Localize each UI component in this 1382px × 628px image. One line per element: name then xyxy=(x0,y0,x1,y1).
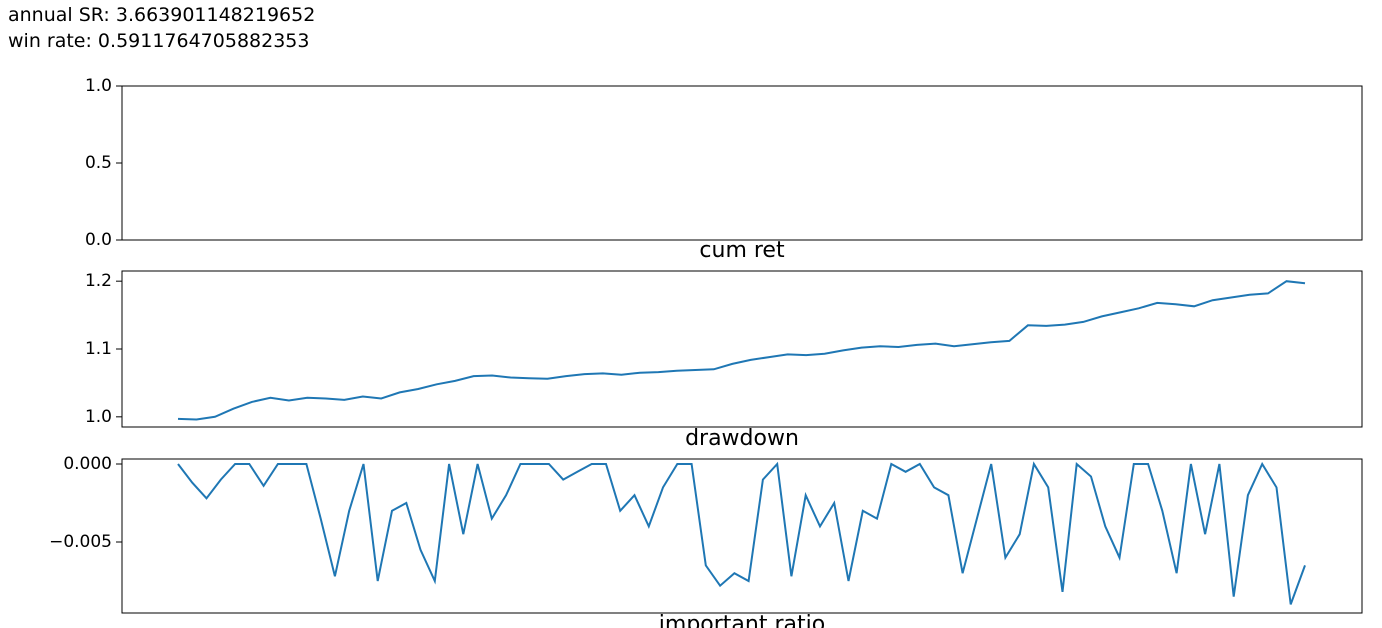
output-line: win rate: 0.5911764705882353 xyxy=(8,30,310,52)
y-tick-label: 0.0 xyxy=(85,230,112,250)
axes-frame xyxy=(121,270,1363,428)
y-tick-label: 1.0 xyxy=(85,76,112,96)
chart-title: drawdown xyxy=(685,426,799,451)
data-line xyxy=(177,461,1306,605)
output-line: annual SR: 3.663901148219652 xyxy=(8,4,316,26)
axes-frame xyxy=(121,458,1363,614)
chart-title: cum ret xyxy=(699,238,785,263)
data-line xyxy=(177,280,1306,421)
y-tick-label: −0.005 xyxy=(49,532,112,552)
y-tick-label: 1.1 xyxy=(85,339,112,359)
y-tick-label: 0.5 xyxy=(85,153,112,173)
chart-title: important ratio xyxy=(659,612,825,628)
y-tick-label: 0.000 xyxy=(63,454,112,474)
y-tick-label: 1.0 xyxy=(85,407,112,427)
y-tick-label: 1.2 xyxy=(85,271,112,291)
axes-frame xyxy=(121,85,1363,241)
